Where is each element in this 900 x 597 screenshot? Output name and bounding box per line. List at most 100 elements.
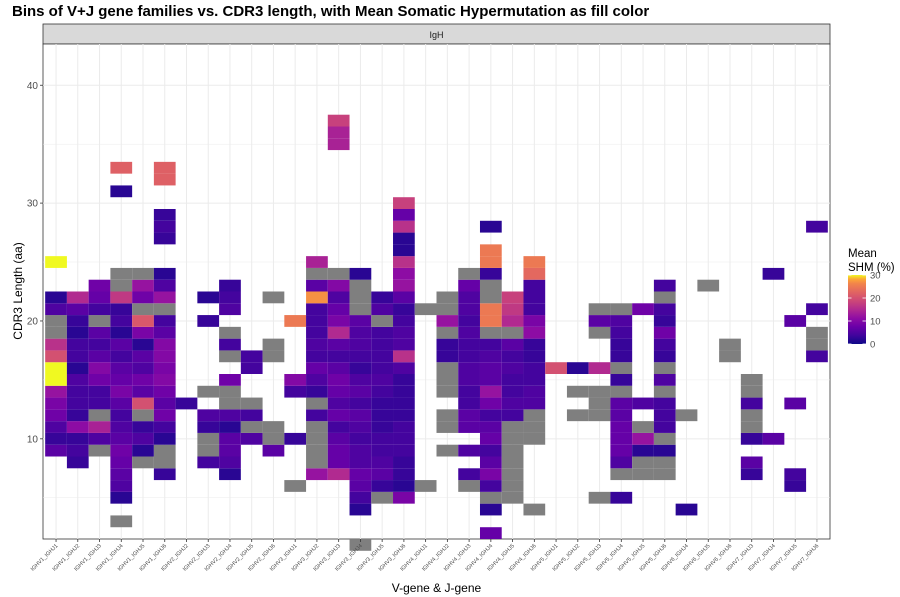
- heatmap-tile: [66, 303, 89, 316]
- heatmap-tile: [479, 362, 502, 374]
- heatmap-tile: [588, 315, 611, 327]
- heatmap-tile: [479, 256, 502, 268]
- heatmap-tile: [327, 114, 350, 127]
- heatmap-tile: [436, 444, 459, 457]
- heatmap-tile: [88, 397, 111, 410]
- heatmap-tile: [45, 291, 67, 304]
- heatmap-tile: [349, 279, 372, 292]
- heatmap-tile: [327, 432, 350, 445]
- heatmap-tile: [349, 362, 372, 374]
- heatmap-tile: [479, 267, 502, 280]
- heatmap-tile: [588, 362, 611, 374]
- heatmap-tile: [45, 303, 67, 316]
- heatmap-tile: [110, 161, 133, 174]
- heatmap-tile: [458, 350, 480, 363]
- heatmap-tile: [479, 397, 502, 410]
- heatmap-tile: [45, 374, 67, 386]
- heatmap-tile: [458, 303, 480, 316]
- heatmap-tile: [436, 291, 459, 304]
- heatmap-tile: [393, 256, 415, 268]
- heatmap-tile: [610, 491, 633, 504]
- heatmap-tile: [349, 491, 372, 504]
- legend-tick-label: 10: [870, 317, 881, 328]
- heatmap-tile: [458, 362, 480, 374]
- heatmap-tile: [393, 374, 415, 386]
- heatmap-tile: [45, 432, 67, 445]
- heatmap-tile: [153, 232, 176, 245]
- heatmap-tile: [349, 326, 372, 339]
- heatmap-tile: [806, 350, 828, 363]
- heatmap-tile: [306, 279, 328, 292]
- heatmap-tile: [610, 397, 633, 410]
- heatmap-tile: [349, 374, 372, 386]
- heatmap-tile: [153, 397, 176, 410]
- heatmap-tile: [675, 503, 698, 516]
- facet-label: IgH: [429, 30, 443, 40]
- heatmap-tile: [306, 432, 328, 445]
- heatmap-tile: [523, 326, 546, 339]
- heatmap-tile: [740, 421, 763, 433]
- heatmap-tile: [610, 374, 633, 386]
- heatmap-tile: [393, 385, 415, 398]
- heatmap-tile: [371, 291, 394, 304]
- heatmap-tile: [349, 315, 372, 327]
- heatmap-tile: [393, 220, 415, 233]
- heatmap-tile: [66, 444, 89, 457]
- heatmap-tile: [262, 338, 285, 351]
- heatmap-tile: [393, 444, 415, 457]
- heatmap-tile: [740, 385, 763, 398]
- heatmap-tile: [371, 385, 394, 398]
- heatmap-tile: [523, 503, 546, 516]
- heatmap-tile: [284, 480, 307, 492]
- heatmap-tile: [479, 503, 502, 516]
- heatmap-tile: [479, 244, 502, 257]
- heatmap-tile: [371, 315, 394, 327]
- heatmap-tile: [523, 315, 546, 327]
- heatmap-tile: [88, 350, 111, 363]
- heatmap-tile: [88, 409, 111, 422]
- heatmap-tile: [479, 421, 502, 433]
- heatmap-tile: [219, 444, 241, 457]
- heatmap-tile: [349, 480, 372, 492]
- heatmap-tile: [132, 432, 154, 445]
- heatmap-tile: [393, 350, 415, 363]
- heatmap-tile: [610, 338, 633, 351]
- heatmap-tile: [153, 279, 176, 292]
- heatmap-tile: [327, 362, 350, 374]
- heatmap-tile: [219, 374, 241, 386]
- heatmap-tile: [523, 385, 546, 398]
- heatmap-tile: [66, 315, 89, 327]
- heatmap-tile: [458, 267, 480, 280]
- y-tick-label: 40: [27, 81, 39, 92]
- heatmap-tile: [153, 385, 176, 398]
- heatmap-tile: [45, 256, 67, 268]
- heatmap-tile: [349, 444, 372, 457]
- heatmap-tile: [545, 362, 567, 374]
- heatmap-tile: [653, 397, 676, 410]
- heatmap-tile: [806, 326, 828, 339]
- heatmap-tile: [349, 421, 372, 433]
- heatmap-tile: [784, 468, 807, 481]
- heatmap-tile: [588, 385, 611, 398]
- heatmap-tile: [393, 456, 415, 469]
- heatmap-tile: [458, 326, 480, 339]
- heatmap-tile: [88, 362, 111, 374]
- heatmap-tile: [110, 515, 133, 528]
- heatmap-tile: [153, 267, 176, 280]
- heatmap-tile: [153, 291, 176, 304]
- heatmap-tile: [132, 397, 154, 410]
- heatmap-tile: [262, 350, 285, 363]
- heatmap-tile: [262, 291, 285, 304]
- heatmap-tile: [110, 315, 133, 327]
- heatmap-tile: [479, 468, 502, 481]
- heatmap-tile: [371, 444, 394, 457]
- heatmap-tile: [153, 220, 176, 233]
- heatmap-tile: [153, 409, 176, 422]
- heatmap-tile: [479, 491, 502, 504]
- heatmap-tile: [197, 315, 220, 327]
- heatmap-tile: [66, 385, 89, 398]
- heatmap-tile: [306, 326, 328, 339]
- heatmap-tiles: [45, 114, 828, 551]
- heatmap-tile: [153, 209, 176, 221]
- heatmap-tile: [110, 385, 133, 398]
